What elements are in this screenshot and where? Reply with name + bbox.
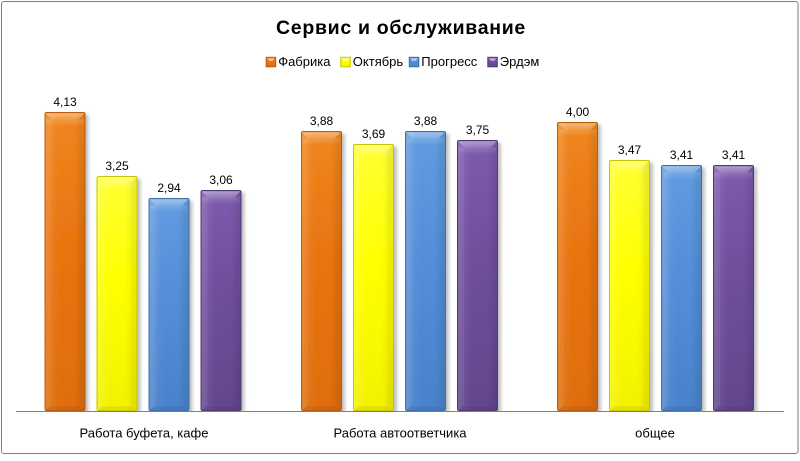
svg-text:3,88: 3,88 xyxy=(310,114,334,128)
svg-text:3,41: 3,41 xyxy=(722,148,746,162)
svg-text:Сервис и обслуживание: Сервис и обслуживание xyxy=(276,17,526,39)
svg-text:4,13: 4,13 xyxy=(53,95,77,109)
svg-text:3,41: 3,41 xyxy=(670,148,694,162)
svg-text:общее: общее xyxy=(635,426,675,441)
svg-text:3,69: 3,69 xyxy=(362,127,386,141)
svg-text:Прогресс: Прогресс xyxy=(421,54,478,69)
svg-text:Эрдэм: Эрдэм xyxy=(500,54,540,69)
svg-text:Работа буфета, кафе: Работа буфета, кафе xyxy=(80,426,209,441)
svg-text:4,00: 4,00 xyxy=(566,105,590,119)
svg-text:Фабрика: Фабрика xyxy=(278,54,331,69)
svg-text:Октябрь: Октябрь xyxy=(353,54,404,69)
svg-text:3,06: 3,06 xyxy=(209,173,233,187)
svg-text:3,75: 3,75 xyxy=(466,123,490,137)
svg-text:3,47: 3,47 xyxy=(618,143,642,157)
svg-text:3,88: 3,88 xyxy=(414,114,438,128)
svg-text:2,94: 2,94 xyxy=(157,181,181,195)
svg-text:Работа автоответчика: Работа автоответчика xyxy=(333,426,467,441)
svg-text:3,25: 3,25 xyxy=(105,159,129,173)
